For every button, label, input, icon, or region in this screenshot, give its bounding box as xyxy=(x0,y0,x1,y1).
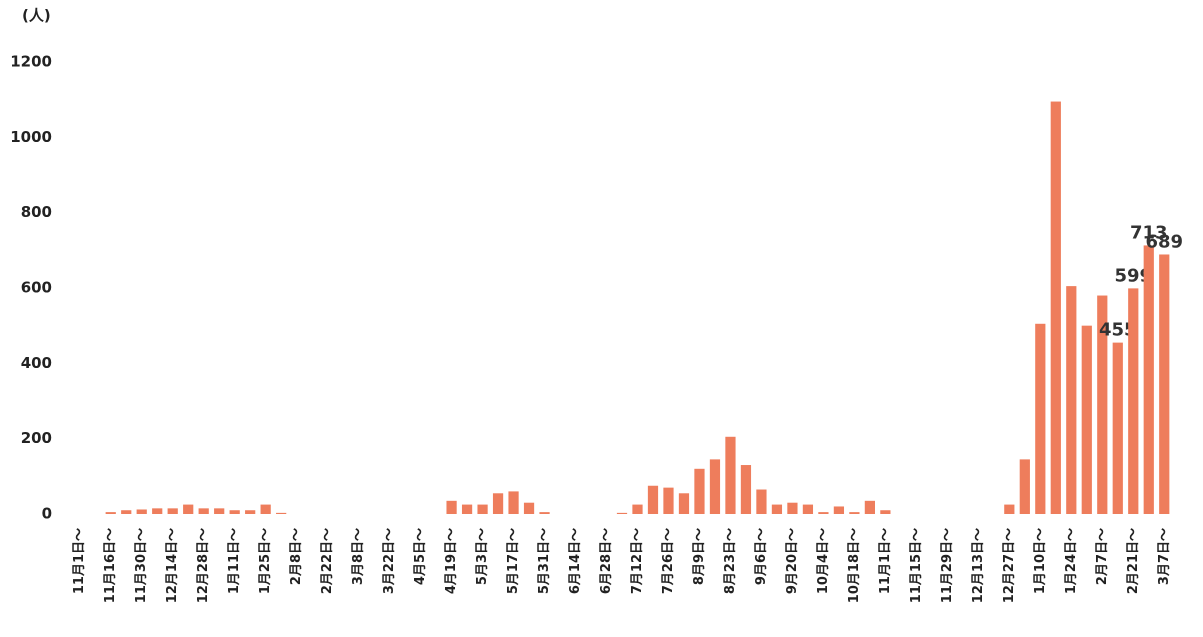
bar xyxy=(183,504,194,514)
x-tick-label: 10月4日～ xyxy=(816,528,831,594)
bar xyxy=(136,509,147,514)
y-tick-label: 1200 xyxy=(10,53,52,71)
x-tick-label: 1月10日～ xyxy=(1033,528,1048,594)
bar xyxy=(616,512,628,514)
x-tick-label: 12月14日～ xyxy=(165,528,180,603)
x-tick-label: 12月28日～ xyxy=(196,528,211,603)
y-tick-label: 400 xyxy=(21,354,52,372)
bar xyxy=(214,508,225,514)
x-tick-label: 9月6日～ xyxy=(754,528,769,585)
bar xyxy=(446,500,457,514)
x-tick-label: 1月24日～ xyxy=(1064,528,1079,594)
bar xyxy=(260,504,271,514)
bar xyxy=(802,504,814,514)
bar xyxy=(756,489,767,514)
data-label: 455 xyxy=(1099,320,1137,341)
bar xyxy=(167,508,178,514)
x-tick-label: 3月22日～ xyxy=(382,528,397,594)
x-tick-label: 2月22日～ xyxy=(320,528,335,594)
y-tick-label: 200 xyxy=(21,429,52,447)
x-tick-label: 12月13日～ xyxy=(971,528,986,603)
bar xyxy=(663,487,674,514)
x-tick-label: 8月23日～ xyxy=(723,528,738,594)
y-tick-label: 1000 xyxy=(10,128,52,146)
bar xyxy=(1081,325,1092,514)
bar xyxy=(1066,286,1077,514)
x-tick-label: 2月8日～ xyxy=(289,528,304,585)
data-label: 689 xyxy=(1145,231,1183,252)
x-tick-label: 11月16日～ xyxy=(103,528,118,603)
bar xyxy=(1128,288,1139,514)
bar xyxy=(121,510,132,514)
bar xyxy=(1097,295,1108,514)
x-tick-label: 11月29日～ xyxy=(940,528,955,603)
x-tick-label: 11月15日～ xyxy=(909,528,924,603)
bar xyxy=(1143,245,1154,515)
x-tick-label: 3月8日～ xyxy=(351,528,366,585)
bar xyxy=(849,512,860,514)
y-tick-label: 800 xyxy=(21,203,52,221)
y-tick-label: 0 xyxy=(42,505,52,523)
bar xyxy=(678,493,690,514)
bar xyxy=(1019,459,1030,514)
x-tick-label: 6月28日～ xyxy=(599,528,614,594)
bar xyxy=(152,508,163,514)
bar xyxy=(740,465,752,514)
x-tick-label: 6月14日～ xyxy=(568,528,583,594)
bar xyxy=(508,491,519,514)
bar xyxy=(864,500,875,514)
bar xyxy=(880,510,891,514)
y-axis-label: (人) xyxy=(22,7,51,25)
bar xyxy=(725,436,736,514)
bar xyxy=(105,512,116,514)
x-tick-label: 9月20日～ xyxy=(785,528,800,594)
bar xyxy=(1112,342,1123,514)
bar xyxy=(477,504,488,514)
bar xyxy=(709,459,721,514)
x-tick-label: 5月3日～ xyxy=(475,528,490,585)
bar xyxy=(539,512,550,514)
x-tick-label: 11月30日～ xyxy=(134,528,149,603)
bar xyxy=(1050,101,1061,515)
x-tick-label: 5月17日～ xyxy=(506,528,521,594)
bar xyxy=(632,504,643,514)
x-tick-label: 2月7日～ xyxy=(1095,528,1110,585)
x-tick-label: 4月19日～ xyxy=(444,528,459,594)
x-tick-label: 2月21日～ xyxy=(1126,528,1141,594)
x-tick-label: 8月9日～ xyxy=(692,528,707,585)
bar xyxy=(771,504,783,514)
bar xyxy=(647,485,659,514)
x-tick-label: 4月5日～ xyxy=(413,528,428,585)
x-tick-label: 7月26日～ xyxy=(661,528,676,594)
bar xyxy=(833,506,845,514)
data-label: 599 xyxy=(1114,265,1152,286)
x-tick-label: 12月27日～ xyxy=(1002,528,1017,603)
bar xyxy=(694,468,705,514)
bar xyxy=(523,502,535,514)
x-tick-label: 11月1日～ xyxy=(72,528,87,594)
bar xyxy=(492,493,504,514)
x-tick-label: 3月7日～ xyxy=(1157,528,1172,585)
y-tick-label: 600 xyxy=(21,279,52,297)
bar xyxy=(1159,254,1170,514)
bar xyxy=(245,510,256,514)
x-tick-label: 7月12日～ xyxy=(630,528,645,594)
x-tick-label: 10月18日～ xyxy=(847,528,862,603)
bar xyxy=(198,508,209,514)
x-tick-label: 1月11日～ xyxy=(227,528,242,594)
bar xyxy=(1004,504,1015,514)
bar xyxy=(276,512,287,514)
bar xyxy=(229,510,240,514)
bar xyxy=(818,512,829,514)
x-tick-label: 5月31日～ xyxy=(537,528,552,594)
bar xyxy=(787,502,798,514)
x-tick-label: 1月25日～ xyxy=(258,528,273,594)
bar xyxy=(1035,323,1046,514)
bar xyxy=(461,504,473,514)
x-tick-label: 11月1日～ xyxy=(878,528,893,594)
data-label: 713 xyxy=(1130,222,1168,243)
